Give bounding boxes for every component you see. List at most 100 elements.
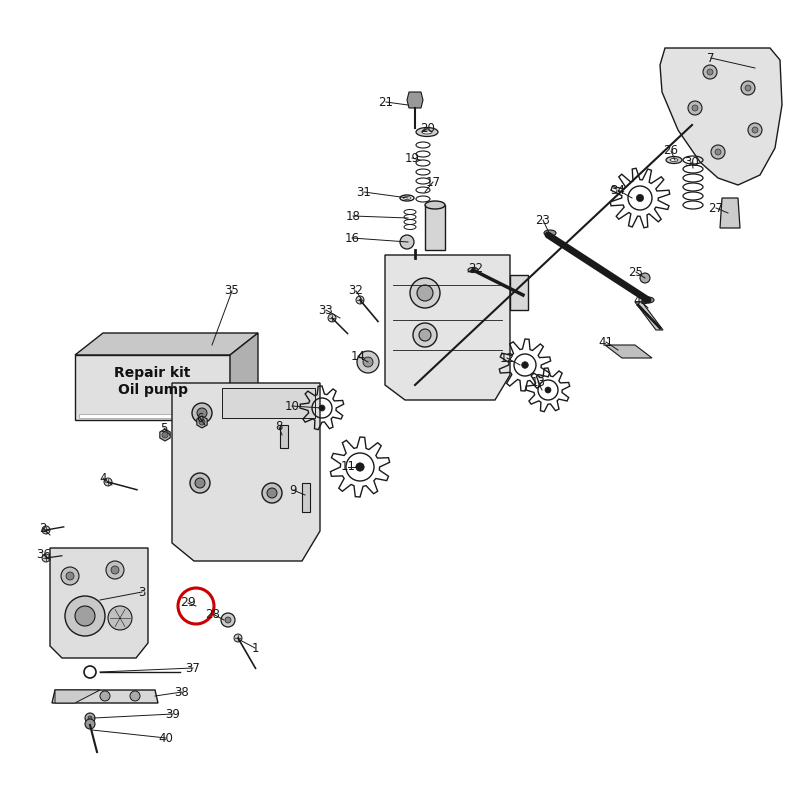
Circle shape: [688, 101, 702, 115]
Text: 27: 27: [709, 202, 723, 214]
Ellipse shape: [642, 297, 654, 303]
Polygon shape: [50, 548, 148, 658]
Text: 11: 11: [341, 461, 355, 474]
Ellipse shape: [666, 157, 682, 163]
Text: 35: 35: [225, 285, 239, 298]
Circle shape: [106, 561, 124, 579]
Circle shape: [400, 235, 414, 249]
Circle shape: [637, 194, 643, 202]
Circle shape: [410, 278, 440, 308]
Text: 40: 40: [158, 731, 174, 745]
Circle shape: [111, 566, 119, 574]
Polygon shape: [197, 416, 207, 428]
Circle shape: [272, 398, 292, 418]
Text: Repair kit
Oil pump: Repair kit Oil pump: [114, 366, 190, 397]
Circle shape: [262, 483, 282, 503]
Circle shape: [363, 357, 373, 367]
Circle shape: [66, 572, 74, 580]
Polygon shape: [302, 483, 310, 512]
Text: 29: 29: [180, 597, 196, 610]
Text: 5: 5: [160, 422, 168, 434]
Circle shape: [417, 285, 433, 301]
Polygon shape: [75, 355, 230, 420]
Circle shape: [752, 127, 758, 133]
Text: 28: 28: [206, 607, 221, 621]
Text: 16: 16: [345, 231, 359, 245]
Text: 9: 9: [290, 483, 297, 497]
Circle shape: [199, 419, 205, 425]
Circle shape: [130, 691, 140, 701]
Text: 12: 12: [499, 351, 514, 365]
Text: 6: 6: [196, 411, 204, 425]
Ellipse shape: [416, 127, 438, 137]
Circle shape: [413, 323, 437, 347]
Circle shape: [61, 567, 79, 585]
Polygon shape: [55, 690, 100, 703]
Circle shape: [748, 123, 762, 137]
Ellipse shape: [544, 230, 556, 236]
Circle shape: [267, 488, 277, 498]
Polygon shape: [660, 48, 782, 185]
Text: 23: 23: [535, 214, 550, 226]
Circle shape: [234, 634, 242, 642]
Circle shape: [192, 403, 212, 423]
Text: 17: 17: [426, 175, 441, 189]
Circle shape: [692, 105, 698, 111]
Circle shape: [75, 606, 95, 626]
Text: 36: 36: [37, 549, 51, 562]
Circle shape: [711, 145, 725, 159]
Polygon shape: [720, 198, 740, 228]
Circle shape: [225, 617, 231, 623]
Circle shape: [357, 351, 379, 373]
Polygon shape: [635, 302, 663, 330]
Circle shape: [328, 314, 336, 322]
Circle shape: [70, 691, 80, 701]
Circle shape: [85, 713, 95, 723]
Circle shape: [419, 329, 431, 341]
Circle shape: [356, 462, 364, 471]
Text: 20: 20: [421, 122, 435, 134]
Circle shape: [42, 554, 50, 562]
Polygon shape: [425, 205, 445, 250]
Polygon shape: [79, 414, 226, 418]
Circle shape: [545, 387, 551, 393]
Polygon shape: [280, 425, 288, 448]
Circle shape: [715, 149, 721, 155]
Text: 8: 8: [275, 421, 282, 434]
Text: 22: 22: [469, 262, 483, 274]
Text: 21: 21: [378, 95, 394, 109]
Polygon shape: [172, 383, 320, 561]
Text: 37: 37: [186, 662, 201, 674]
Ellipse shape: [422, 130, 432, 134]
Circle shape: [42, 526, 50, 534]
Text: 39: 39: [166, 707, 181, 721]
Text: 33: 33: [318, 303, 334, 317]
Circle shape: [104, 478, 112, 486]
Ellipse shape: [425, 201, 445, 209]
Text: 3: 3: [138, 586, 146, 598]
Text: 41: 41: [598, 335, 614, 349]
Text: 14: 14: [350, 350, 366, 362]
Text: 7: 7: [707, 51, 714, 65]
Circle shape: [100, 691, 110, 701]
Text: 26: 26: [663, 145, 678, 158]
Text: 34: 34: [610, 183, 626, 197]
Circle shape: [745, 85, 751, 91]
Text: 1: 1: [251, 642, 258, 654]
Circle shape: [741, 81, 755, 95]
Text: 18: 18: [346, 210, 361, 222]
Circle shape: [190, 473, 210, 493]
Text: 30: 30: [685, 155, 699, 169]
Polygon shape: [407, 92, 423, 108]
Circle shape: [703, 65, 717, 79]
Text: 13: 13: [530, 375, 546, 389]
Circle shape: [277, 403, 287, 413]
Text: 2: 2: [39, 522, 46, 534]
Circle shape: [707, 69, 713, 75]
Ellipse shape: [670, 158, 678, 162]
Polygon shape: [510, 275, 528, 310]
Polygon shape: [605, 345, 652, 358]
Circle shape: [522, 362, 528, 368]
Circle shape: [640, 273, 650, 283]
Circle shape: [108, 606, 132, 630]
